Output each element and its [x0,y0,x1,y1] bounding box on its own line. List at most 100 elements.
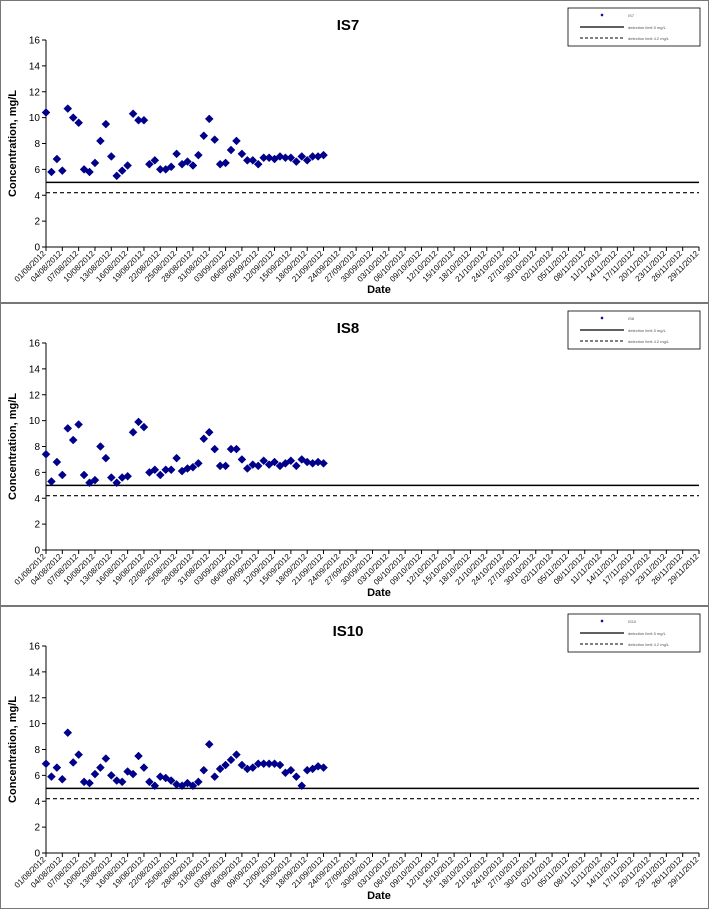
data-point-is10 [101,754,111,763]
panel-frame [0,0,709,303]
data-point-is8 [253,461,263,471]
data-point-is8 [134,417,143,427]
y-tick-label: 12 [29,390,41,401]
data-point-is10 [117,777,127,787]
data-point-is8 [221,461,230,471]
data-point-is10 [297,781,307,791]
y-axis-label: Concentration, mg/L [7,696,19,803]
data-point-is10 [291,772,301,782]
panel-frame [0,303,709,606]
y-tick-label: 14 [29,61,41,72]
data-point-is7 [123,161,132,170]
legend-entry: detection limit 4.2 mg/L [628,36,670,41]
y-axis-label: Concentration, mg/L [7,90,19,197]
data-point-is8 [242,464,252,473]
data-point-is7 [237,149,247,159]
data-point-is8 [199,434,209,444]
legend-entry: detection limit 5 mg/L [628,328,667,333]
data-point-is8 [139,422,149,432]
x-axis-label: Date [367,284,391,296]
legend-entry: detection limit 4.2 mg/L [628,642,670,647]
data-point-is10 [226,755,236,765]
data-point-is10 [90,769,100,779]
data-point-is7 [297,152,307,161]
data-point-is10 [128,769,138,779]
data-point-is10 [96,763,105,772]
data-point-is10 [232,750,241,760]
data-point-is8 [291,461,301,471]
data-point-is7 [139,115,149,125]
y-tick-label: 0 [34,546,40,557]
data-point-is8 [106,473,116,482]
data-point-is8 [112,478,122,488]
data-point-is7 [52,154,62,164]
data-point-is10 [215,764,225,774]
y-tick-label: 8 [34,745,40,756]
data-point-is10 [52,763,62,772]
data-point-is8 [41,449,51,459]
data-point-is8 [204,427,214,437]
chart-panel-is8: IS8 Concentration, mg/L 0 2 4 6 8 10 12 14 16 01/08… [0,303,709,606]
data-point-is8 [188,462,198,472]
data-point-is8 [210,444,220,454]
data-point-is8 [166,465,176,475]
y-tick-label: 4 [34,797,40,808]
y-tick-label: 0 [34,849,40,860]
data-point-is8 [172,453,181,463]
data-point-is10 [199,765,209,775]
y-tick-label: 4 [34,494,40,505]
data-point-is7 [210,135,220,144]
data-point-is8 [150,465,160,475]
data-point-is7 [226,145,236,155]
data-point-is8 [128,427,138,437]
data-point-is10 [63,728,73,738]
y-tick-label: 2 [34,823,40,834]
y-tick-label: 2 [34,520,40,531]
data-point-is7 [291,157,301,166]
chart-title: IS8 [337,320,360,337]
data-point-is10 [47,772,56,782]
data-point-is7 [145,159,154,169]
data-point-is7 [101,119,111,129]
data-point-is7 [166,162,176,172]
data-point-is10 [286,765,296,775]
data-point-is7 [232,136,241,146]
data-point-is10 [221,760,230,770]
legend-marker [600,13,604,17]
data-point-is7 [106,152,116,161]
y-tick-label: 6 [34,165,40,176]
y-tick-label: 0 [34,243,40,254]
data-point-is10 [134,751,143,761]
data-point-is8 [101,453,111,463]
data-point-is8 [96,442,105,451]
y-tick-label: 8 [34,139,40,150]
data-point-is7 [74,118,84,128]
data-point-is8 [63,424,73,433]
data-point-is8 [90,475,100,485]
data-point-is7 [221,158,230,168]
y-tick-label: 16 [29,36,41,47]
data-point-is8 [237,455,247,464]
legend-marker [600,619,604,623]
legend-entry: detection limit 5 mg/L [628,25,667,30]
data-point-is10 [210,772,220,782]
y-tick-label: 12 [29,87,41,98]
data-point-is10 [139,763,149,772]
chart-title: IS10 [333,623,364,640]
legend-entry: detection limit 5 mg/L [628,631,667,636]
chart-panel-is7: IS7 Concentration, mg/L 0 2 4 6 8 10 12 14 16 01/08… [0,0,709,303]
data-point-is10 [188,781,198,791]
data-point-is7 [90,158,100,168]
data-point-is7 [253,159,263,169]
y-tick-label: 2 [34,217,40,228]
data-point-is10 [150,781,160,791]
x-axis-label: Date [367,890,391,902]
y-tick-label: 10 [29,719,41,730]
legend-entry: IS8 [628,316,635,321]
data-point-is8 [194,458,203,468]
y-tick-label: 12 [29,693,41,704]
data-point-is7 [183,157,192,166]
